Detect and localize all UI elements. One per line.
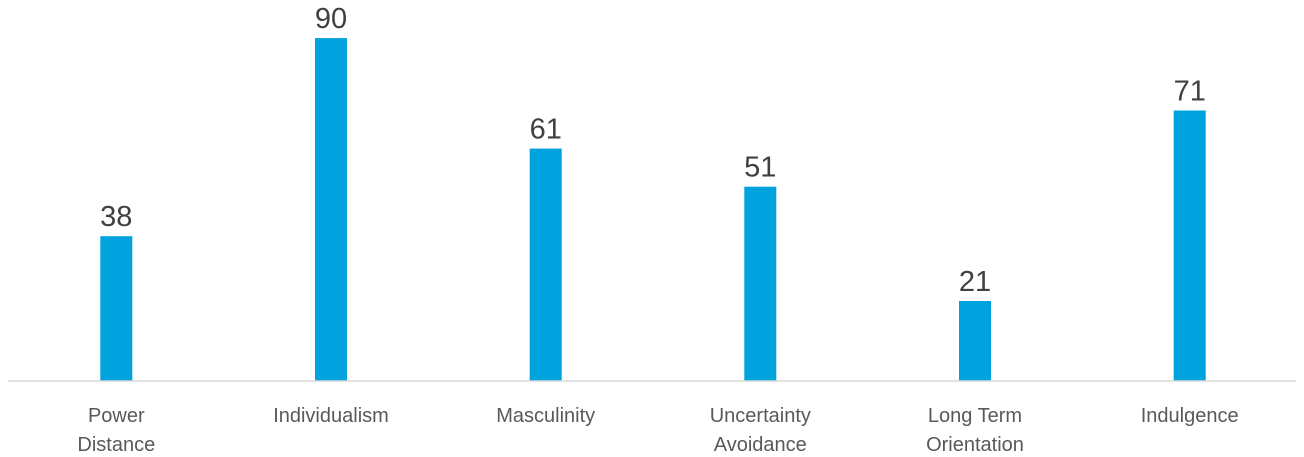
category-label: Indulgence (1141, 405, 1239, 427)
bar (100, 236, 133, 381)
category-label: Long Term Orientation (926, 405, 1024, 456)
data-label: 71 (1174, 76, 1206, 108)
data-label: 38 (100, 201, 132, 233)
category-label-line: Uncertainty (710, 405, 811, 427)
bar (529, 148, 562, 381)
category-label-line: Avoidance (714, 434, 807, 456)
bar (315, 38, 347, 381)
category-label: Masculinity (496, 405, 595, 427)
data-label: 51 (744, 152, 776, 184)
category-label-line: Masculinity (496, 405, 595, 427)
bars-group (100, 38, 1206, 381)
data-label: 90 (315, 3, 347, 35)
category-label-line: Individualism (273, 405, 389, 427)
bar (1173, 110, 1206, 381)
category-label: Individualism (273, 405, 389, 427)
category-label: Power Distance (77, 405, 155, 456)
data-label: 61 (530, 114, 562, 146)
bar (959, 301, 991, 381)
category-label-line: Long Term (928, 405, 1022, 427)
category-label-line: Power (88, 405, 145, 427)
category-labels-group: Power Distance Individualism Masculinity Unc… (77, 405, 1238, 456)
bar (744, 186, 777, 381)
category-label-line: Distance (77, 434, 155, 456)
category-label-line: Indulgence (1141, 405, 1239, 427)
data-label: 21 (959, 266, 991, 298)
category-label-line: Orientation (926, 434, 1024, 456)
value-labels-group: 38 90 61 51 21 71 (100, 3, 1206, 298)
category-label: Uncertainty Avoidance (710, 405, 811, 456)
